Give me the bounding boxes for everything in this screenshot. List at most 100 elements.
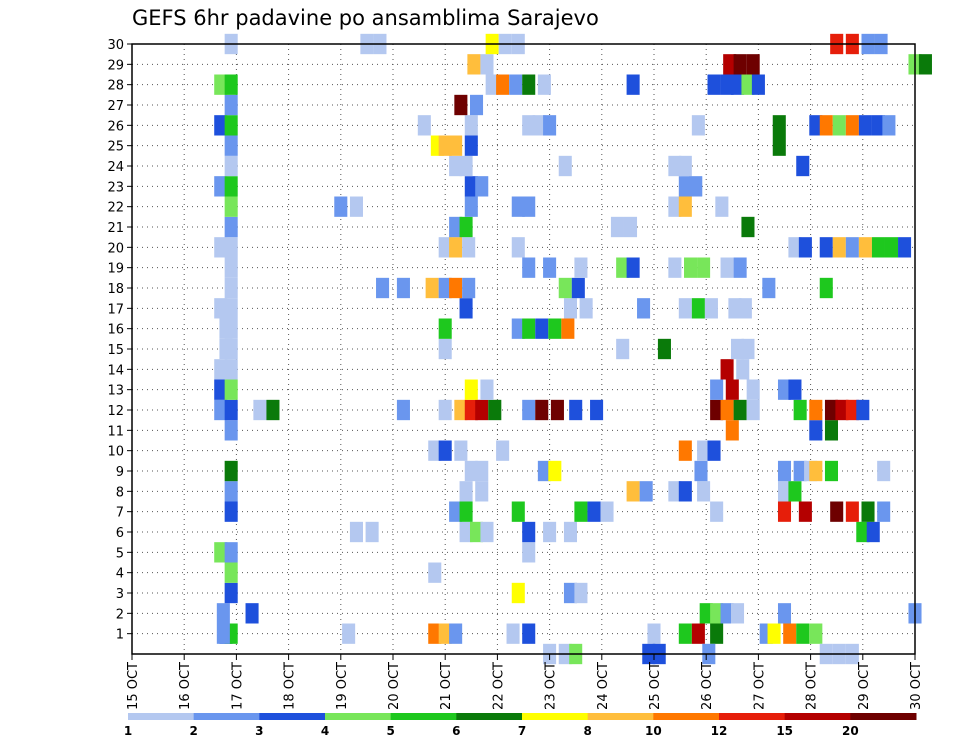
heatmap-cell <box>824 460 839 482</box>
heatmap-cell <box>480 379 494 400</box>
heatmap-cell <box>793 399 807 421</box>
heatmap-cell <box>454 94 468 116</box>
y-tick-label: 30 <box>107 38 124 53</box>
y-tick-label: 21 <box>107 221 124 236</box>
legend-swatch <box>456 713 523 720</box>
y-tick-label: 26 <box>107 119 124 134</box>
heatmap-cell <box>668 257 682 278</box>
heatmap-cell <box>684 257 698 278</box>
heatmap-cell <box>574 257 588 278</box>
y-tick-label: 12 <box>107 404 124 419</box>
heatmap-cell <box>475 399 489 421</box>
heatmap-cell <box>428 623 442 644</box>
heatmap-cell <box>809 460 823 482</box>
heatmap-cell <box>417 115 431 136</box>
heatmap-cell <box>741 216 755 238</box>
heatmap-cell <box>216 603 230 624</box>
heatmap-cell <box>793 460 807 482</box>
heatmap-cell <box>532 115 546 136</box>
heatmap-cell <box>214 298 228 319</box>
heatmap-cell <box>824 399 839 421</box>
heatmap-cell <box>871 237 885 258</box>
y-axis-ticks: 1234567891011121314151617181920212223242… <box>107 38 132 643</box>
heatmap-cell <box>438 135 452 156</box>
heatmap-cell <box>438 399 452 421</box>
legend-label: 1 <box>124 724 132 738</box>
heatmap-cell <box>224 562 238 583</box>
heatmap-cell <box>590 399 604 421</box>
y-tick-label: 10 <box>107 445 124 460</box>
heatmap-cells <box>214 33 932 665</box>
heatmap-cell <box>845 237 859 258</box>
heatmap-cell <box>511 582 525 604</box>
heatmap-cell <box>858 237 872 258</box>
y-tick-label: 28 <box>107 79 124 94</box>
heatmap-cell <box>668 155 682 177</box>
heatmap-cell <box>788 481 802 502</box>
legend-swatch <box>784 713 851 720</box>
heatmap-cell <box>376 277 390 299</box>
heatmap-cell <box>464 460 478 482</box>
heatmap-cell <box>772 135 786 156</box>
heatmap-cell <box>733 54 747 75</box>
heatmap-cell <box>522 521 536 543</box>
heatmap-cell <box>459 481 473 502</box>
heatmap-cell <box>511 237 525 258</box>
heatmap-cell <box>691 115 705 136</box>
heatmap-cell <box>475 176 489 197</box>
heatmap-cell <box>224 318 238 339</box>
legend-label: 7 <box>518 724 526 738</box>
heatmap-cell <box>449 216 463 238</box>
legend-label: 3 <box>255 724 263 738</box>
heatmap-cell <box>558 155 572 177</box>
heatmap-cell <box>224 216 238 238</box>
heatmap-cell <box>224 176 238 197</box>
y-tick-label: 17 <box>107 302 124 317</box>
x-tick-label: 25 OCT <box>648 662 663 710</box>
y-tick-label: 13 <box>107 384 124 399</box>
heatmap-cell <box>639 481 653 502</box>
heatmap-cell <box>777 603 792 624</box>
heatmap-cell <box>678 440 692 461</box>
heatmap-cell <box>746 54 760 75</box>
heatmap-cell <box>710 623 724 644</box>
heatmap-cell <box>710 379 724 400</box>
heatmap-cell <box>522 257 536 278</box>
heatmap-cell <box>571 277 585 299</box>
x-tick-label: 28 OCT <box>805 662 820 710</box>
heatmap-cell <box>511 501 525 522</box>
y-tick-label: 4 <box>116 567 124 582</box>
heatmap-cell <box>464 115 478 136</box>
heatmap-cell <box>224 277 238 299</box>
heatmap-cell <box>563 298 578 319</box>
x-tick-label: 27 OCT <box>752 662 767 710</box>
heatmap-cell <box>480 521 494 543</box>
heatmap-cell <box>725 420 739 441</box>
heatmap-cell <box>365 521 379 543</box>
heatmap-cell <box>626 257 640 278</box>
heatmap-cell <box>224 135 238 156</box>
heatmap-cell <box>454 399 468 421</box>
heatmap-cell <box>496 74 510 95</box>
heatmap-cell <box>678 176 692 197</box>
heatmap-cell <box>543 257 557 278</box>
heatmap-cell <box>449 501 463 522</box>
x-tick-label: 22 OCT <box>491 662 506 710</box>
x-tick-label: 24 OCT <box>596 662 611 710</box>
heatmap-cell <box>626 481 640 502</box>
heatmap-cell <box>537 74 551 95</box>
heatmap-cell <box>720 399 734 421</box>
legend-swatch <box>850 713 917 720</box>
heatmap-cell <box>777 460 792 482</box>
heatmap-cell <box>464 135 478 156</box>
legend-swatch <box>325 713 392 720</box>
heatmap-cell <box>918 54 932 75</box>
heatmap-cell <box>824 420 839 441</box>
heatmap-cell <box>224 359 238 380</box>
legend-label: 10 <box>645 724 662 738</box>
heatmap-cell <box>535 318 549 339</box>
heatmap-cell <box>587 501 601 522</box>
heatmap-cell <box>762 277 776 299</box>
heatmap-cell <box>569 399 583 421</box>
heatmap-cell <box>462 237 476 258</box>
